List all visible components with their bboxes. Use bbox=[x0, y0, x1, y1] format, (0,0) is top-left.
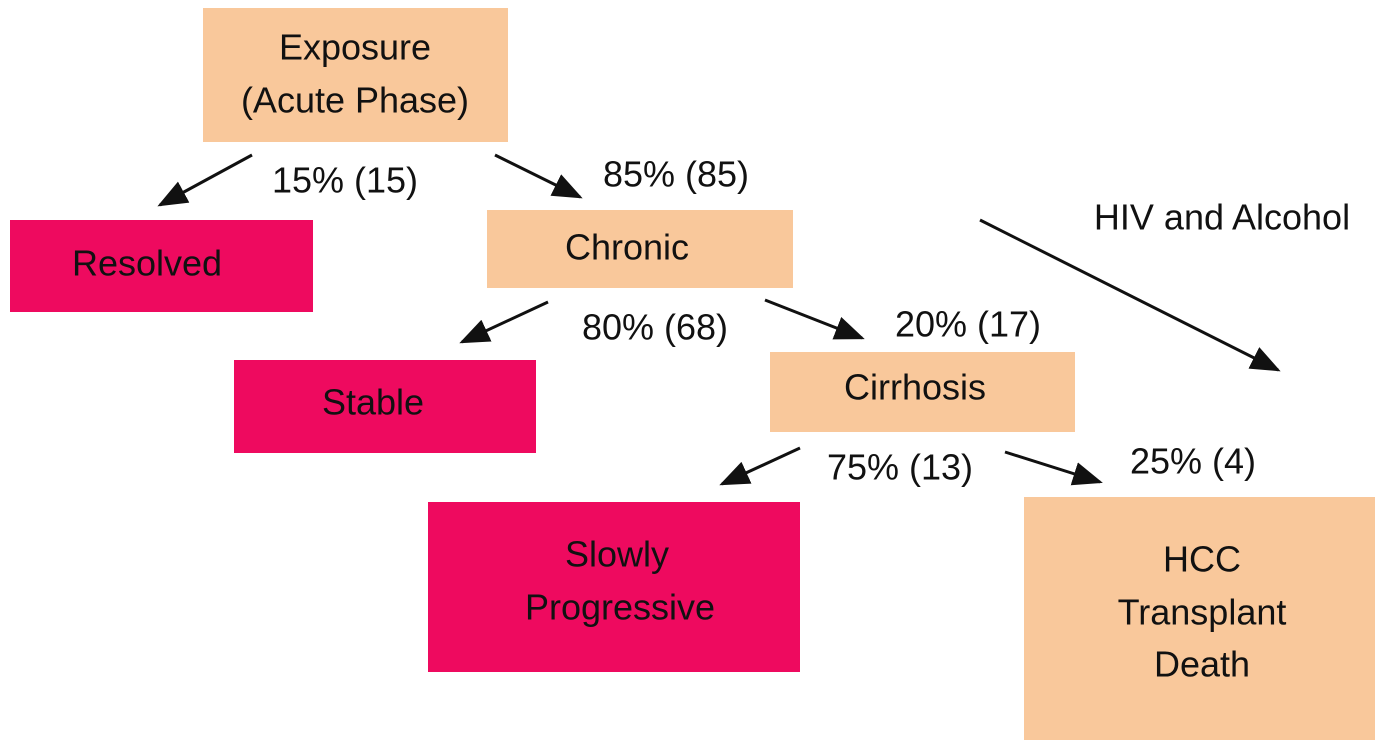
arrow bbox=[1004, 450, 1103, 486]
arrows bbox=[157, 153, 1281, 486]
resolved-box bbox=[10, 220, 313, 312]
slowly-progressive-box bbox=[428, 502, 800, 672]
node-label: Progressive bbox=[525, 587, 715, 628]
node-label: Resolved bbox=[72, 243, 222, 284]
edge-label: 75% (13) bbox=[827, 447, 973, 488]
stable-box bbox=[234, 360, 536, 453]
boxes bbox=[10, 8, 1375, 740]
node-label: HCC bbox=[1163, 539, 1241, 580]
arrow bbox=[494, 153, 583, 199]
arrow bbox=[979, 218, 1281, 372]
chronic-box bbox=[487, 210, 793, 288]
arrow bbox=[157, 153, 253, 207]
node-label: Chronic bbox=[565, 227, 689, 268]
node-label: Death bbox=[1154, 644, 1250, 685]
node-labels: Exposure (Acute Phase) Resolved Chronic … bbox=[72, 27, 1286, 685]
arrow bbox=[719, 446, 801, 486]
node-label: Slowly bbox=[565, 534, 669, 575]
node-label: (Acute Phase) bbox=[241, 80, 469, 121]
edge-label: 80% (68) bbox=[582, 307, 728, 348]
cirrhosis-box bbox=[770, 352, 1075, 432]
exposure-box bbox=[203, 8, 508, 142]
arrow bbox=[764, 298, 865, 340]
edge-labels: 15% (15) 85% (85) 80% (68) 20% (17) HIV … bbox=[272, 154, 1350, 488]
edge-label: 20% (17) bbox=[895, 304, 1041, 345]
edge-label: 25% (4) bbox=[1130, 441, 1256, 482]
node-label: Stable bbox=[322, 382, 424, 423]
edge-label: HIV and Alcohol bbox=[1094, 197, 1350, 238]
node-label: Cirrhosis bbox=[844, 367, 986, 408]
node-label: Exposure bbox=[279, 27, 431, 68]
hcc-box bbox=[1024, 497, 1375, 740]
node-label: Transplant bbox=[1118, 592, 1287, 633]
arrow bbox=[459, 300, 549, 344]
edge-label: 15% (15) bbox=[272, 160, 418, 201]
edge-label: 85% (85) bbox=[603, 154, 749, 195]
